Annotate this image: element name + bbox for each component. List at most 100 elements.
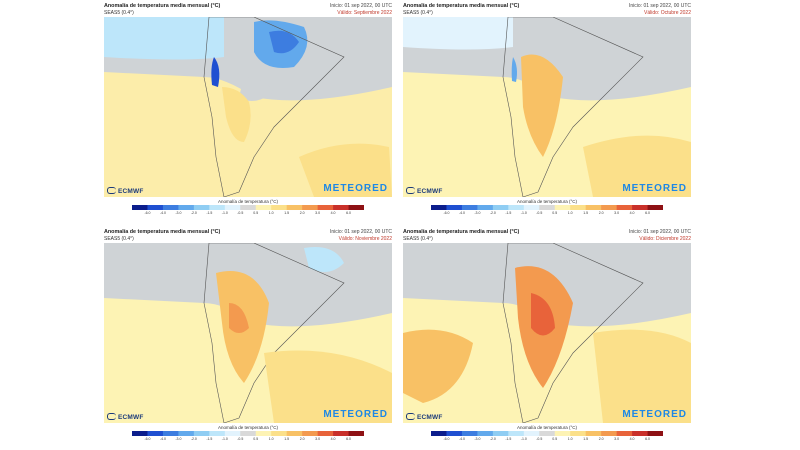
colorbar-tick-label: -2.0	[489, 211, 496, 215]
colorbar	[431, 431, 663, 436]
colorbar-tick-label: 2.0	[299, 437, 305, 441]
colorbar	[132, 431, 364, 436]
colorbar-segment	[647, 205, 663, 210]
colorbar-tick-label: -1.5	[206, 211, 213, 215]
colorbar-tick-label: 1.0	[268, 437, 274, 441]
colorbar-segment	[302, 431, 318, 436]
colorbar-segment	[585, 205, 602, 210]
colorbar-segment	[209, 431, 226, 436]
colorbar-segment	[193, 205, 210, 210]
colorbar-segment	[132, 431, 148, 436]
colorbar-segment	[224, 431, 241, 436]
colorbar-tick-label: -1.0	[221, 437, 228, 441]
colorbar-segment	[446, 431, 463, 436]
colorbar-tick-label: -4.0	[458, 211, 465, 215]
valid-date: Válido: Octubre 2022	[644, 10, 691, 16]
colorbar-tick-label: 6.0	[346, 211, 351, 215]
panel-title: Anomalía de temperatura media mensual (°…	[104, 3, 221, 9]
colorbar-ticks: -6.0 -4.0 -3.0 -2.0 -1.5 -1.0 -0.5 0.5 1.0 1.5 2.0…	[431, 437, 663, 443]
colorbar-ticks: -6.0 -4.0 -3.0 -2.0 -1.5 -1.0 -0.5 0.5 1.0 1.5 2.0…	[132, 211, 364, 217]
colorbar-segment	[178, 205, 195, 210]
model-label: SEAS5 (0.4°)	[104, 10, 134, 16]
colorbar-segment	[461, 205, 478, 210]
forecast-panel-october: Anomalía de temperatura media mensual (°…	[403, 3, 691, 217]
colorbar-segment	[255, 431, 272, 436]
forecast-panel-september: Anomalía de temperatura media mensual (°…	[104, 3, 392, 217]
colorbar-segment	[271, 431, 287, 436]
ecmwf-logo: ECMWF	[406, 413, 443, 421]
anomaly-map	[403, 243, 691, 423]
colorbar-label: Anomalía de temperatura (°C)	[217, 199, 279, 204]
colorbar-segment	[554, 205, 571, 210]
colorbar-tick-label: 6.0	[346, 437, 351, 441]
colorbar-segment	[317, 431, 334, 436]
colorbar-segment	[477, 431, 494, 436]
colorbar-segment	[271, 205, 287, 210]
anomaly-map	[403, 17, 691, 197]
colorbar-segment	[240, 431, 257, 436]
colorbar-segment	[601, 205, 617, 210]
meteored-logo: METEORED	[323, 183, 388, 194]
colorbar-tick-label: 1.0	[268, 211, 274, 215]
colorbar-segment	[632, 431, 648, 436]
colorbar-segment	[570, 205, 586, 210]
valid-date: Válido: Septiembre 2022	[337, 10, 392, 16]
anomaly-map	[104, 17, 392, 197]
colorbar	[132, 205, 364, 210]
colorbar-segment	[209, 205, 226, 210]
colorbar-tick-label: 2.0	[299, 211, 305, 215]
colorbar-tick-label: 4.0	[629, 211, 635, 215]
colorbar-segment	[523, 205, 540, 210]
colorbar-segment	[162, 431, 179, 436]
colorbar-tick-label: 3.0	[315, 211, 321, 215]
colorbar-tick-label: -1.5	[505, 211, 512, 215]
colorbar-tick-label: 6.0	[645, 437, 650, 441]
colorbar-segment	[255, 205, 272, 210]
colorbar-tick-label: -3.0	[474, 437, 481, 441]
colorbar-tick-label: -0.5	[237, 211, 244, 215]
meteored-logo: METEORED	[622, 409, 687, 420]
init-date: Inicio: 01 sep 2022, 00 UTC	[629, 3, 691, 9]
colorbar-segment	[132, 205, 148, 210]
model-label: SEAS5 (0.4°)	[403, 236, 433, 242]
colorbar-tick-label: 0.5	[552, 437, 558, 441]
ecmwf-logo: ECMWF	[107, 187, 144, 195]
colorbar-segment	[647, 431, 663, 436]
colorbar-segment	[570, 431, 586, 436]
colorbar-segment	[585, 431, 602, 436]
colorbar-tick-label: -4.0	[458, 437, 465, 441]
colorbar-segment	[508, 431, 525, 436]
colorbar-segment	[616, 205, 633, 210]
colorbar-tick-label: -1.5	[505, 437, 512, 441]
colorbar-tick-label: -3.0	[175, 211, 182, 215]
init-date: Inicio: 01 sep 2022, 00 UTC	[330, 3, 392, 9]
colorbar-segment	[193, 431, 210, 436]
colorbar-tick-label: -2.0	[190, 437, 197, 441]
colorbar-tick-label: 1.5	[583, 437, 589, 441]
colorbar-tick-label: 1.0	[567, 211, 573, 215]
colorbar-tick-label: 3.0	[315, 437, 321, 441]
meteored-logo: METEORED	[323, 409, 388, 420]
colorbar-segment	[539, 205, 556, 210]
init-date: Inicio: 01 sep 2022, 00 UTC	[330, 229, 392, 235]
colorbar-ticks: -6.0 -4.0 -3.0 -2.0 -1.5 -1.0 -0.5 0.5 1.0 1.5 2.0…	[431, 211, 663, 217]
colorbar-tick-label: -1.0	[221, 211, 228, 215]
forecast-panel-december: Anomalía de temperatura media mensual (°…	[403, 229, 691, 443]
colorbar-segment	[508, 205, 525, 210]
colorbar-segment	[492, 205, 509, 210]
colorbar-segment	[333, 205, 349, 210]
colorbar-tick-label: -4.0	[159, 437, 166, 441]
colorbar-tick-label: -0.5	[536, 437, 543, 441]
colorbar-segment	[162, 205, 179, 210]
colorbar-segment	[348, 431, 364, 436]
colorbar-tick-label: -0.5	[237, 437, 244, 441]
colorbar-segment	[147, 205, 164, 210]
colorbar-tick-label: 1.5	[284, 437, 290, 441]
colorbar-tick-label: 0.5	[253, 211, 259, 215]
colorbar-tick-label: -2.0	[489, 437, 496, 441]
colorbar-tick-label: -0.5	[536, 211, 543, 215]
colorbar-tick-label: -4.0	[159, 211, 166, 215]
forecast-panel-november: Anomalía de temperatura media mensual (°…	[104, 229, 392, 443]
model-label: SEAS5 (0.4°)	[403, 10, 433, 16]
colorbar-tick-label: 1.0	[567, 437, 573, 441]
